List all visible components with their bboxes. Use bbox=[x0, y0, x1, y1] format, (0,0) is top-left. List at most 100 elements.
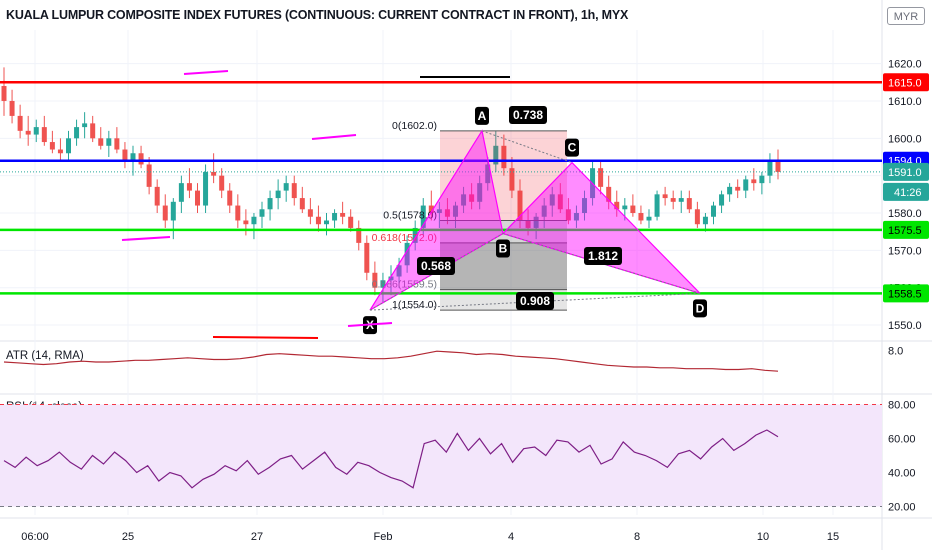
candle-body bbox=[469, 194, 475, 202]
candle-body bbox=[533, 216, 539, 228]
candle-body bbox=[678, 198, 684, 202]
candle bbox=[743, 175, 749, 199]
candle-body bbox=[767, 160, 773, 176]
candle-body bbox=[404, 242, 410, 266]
candle-body bbox=[211, 171, 217, 176]
candle-body bbox=[388, 276, 394, 281]
candle-body bbox=[380, 280, 386, 288]
currency-button[interactable]: MYR bbox=[887, 7, 925, 25]
candle bbox=[670, 190, 676, 210]
candle-body bbox=[219, 175, 225, 191]
level-price-label: 1575.5 bbox=[888, 225, 922, 237]
candle-body bbox=[638, 213, 644, 221]
pattern-ratio-label: 0.568 bbox=[421, 259, 451, 273]
pattern-point-label: B bbox=[499, 242, 508, 256]
candle bbox=[727, 183, 733, 202]
price-tick-label: 1550.0 bbox=[888, 320, 922, 332]
candle-body bbox=[275, 190, 281, 199]
candle bbox=[267, 190, 273, 221]
candle-body bbox=[670, 198, 676, 202]
candle bbox=[66, 130, 71, 161]
candle-body bbox=[598, 168, 604, 187]
rsi-tick-label: 60.00 bbox=[888, 434, 916, 446]
rsi-tick-label: 80.00 bbox=[888, 400, 916, 412]
level-price-tag bbox=[883, 284, 929, 303]
candle-body bbox=[17, 115, 23, 131]
annotation-segment bbox=[183, 70, 229, 75]
rsi-band bbox=[0, 404, 882, 507]
candle bbox=[275, 179, 281, 210]
candle bbox=[436, 201, 442, 228]
candle bbox=[694, 201, 700, 228]
candle-body bbox=[74, 127, 80, 139]
level-price-tag bbox=[883, 73, 929, 92]
candle bbox=[428, 190, 434, 221]
candle bbox=[186, 168, 192, 199]
pattern-point-label: A bbox=[478, 109, 487, 123]
candle bbox=[606, 175, 612, 210]
candle bbox=[219, 168, 225, 199]
candle-body bbox=[453, 205, 458, 217]
candle bbox=[493, 130, 499, 172]
candle bbox=[501, 134, 507, 176]
candle bbox=[324, 213, 329, 236]
countdown-label: 41:26 bbox=[894, 187, 922, 199]
atr-indicator-label[interactable]: ATR (14, RMA) bbox=[6, 350, 84, 362]
candle-body bbox=[727, 186, 733, 195]
candle-body bbox=[517, 190, 523, 221]
candle bbox=[364, 235, 370, 281]
candle bbox=[283, 175, 289, 202]
fib-level-label: 0.5(1578.0) bbox=[383, 209, 437, 221]
fib-zone bbox=[440, 220, 567, 243]
candle-body bbox=[686, 198, 692, 210]
candle bbox=[759, 171, 765, 195]
candle-body bbox=[541, 205, 547, 217]
candle bbox=[146, 156, 152, 195]
time-tick-label: 4 bbox=[508, 531, 514, 543]
candle-body bbox=[622, 205, 628, 210]
candle-body bbox=[9, 100, 15, 116]
candle bbox=[259, 201, 265, 228]
candle-body bbox=[98, 138, 104, 146]
candle-body bbox=[332, 213, 338, 221]
time-tick-label: 10 bbox=[757, 531, 769, 543]
fib-zone bbox=[440, 130, 567, 221]
time-tick-label: Feb bbox=[374, 531, 393, 543]
candle bbox=[372, 261, 378, 296]
candle bbox=[477, 175, 483, 210]
candle-body bbox=[420, 205, 426, 228]
pattern-ratio-badge bbox=[516, 292, 554, 310]
candle bbox=[162, 194, 168, 228]
candle bbox=[630, 194, 636, 217]
candle bbox=[57, 138, 63, 161]
candle-body bbox=[356, 227, 362, 243]
candle-body bbox=[170, 201, 176, 221]
chart-title: KUALA LUMPUR COMPOSITE INDEX FUTURES (CO… bbox=[6, 8, 629, 22]
candle-body bbox=[57, 149, 63, 154]
candle-body bbox=[227, 190, 233, 206]
candle bbox=[98, 127, 104, 150]
candle bbox=[307, 198, 313, 225]
candle-body bbox=[573, 213, 579, 221]
annotation-segment bbox=[311, 134, 357, 140]
candle bbox=[90, 115, 96, 143]
candle bbox=[41, 115, 47, 146]
candle-body bbox=[493, 145, 499, 165]
level-price-tag bbox=[883, 220, 929, 239]
candle-body bbox=[759, 175, 765, 184]
candle-body bbox=[1, 86, 7, 101]
candle-body bbox=[582, 198, 587, 214]
candle bbox=[348, 209, 354, 232]
candle bbox=[654, 190, 660, 221]
candle bbox=[412, 220, 418, 251]
candle-body bbox=[340, 213, 346, 217]
candle bbox=[541, 198, 547, 228]
pattern-ratio-badge bbox=[584, 247, 622, 265]
candle bbox=[1, 67, 7, 116]
candle-body bbox=[283, 183, 289, 191]
candle bbox=[719, 190, 725, 214]
candle bbox=[25, 115, 31, 146]
candle bbox=[533, 213, 539, 240]
candle bbox=[178, 175, 184, 214]
